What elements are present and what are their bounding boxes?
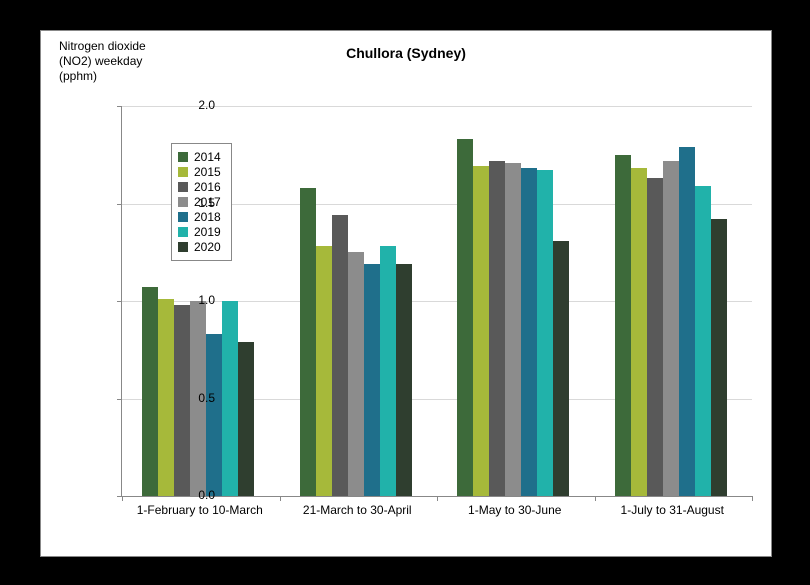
legend-item: 2016 — [178, 180, 221, 194]
y-axis-label: Nitrogen dioxide(NO2) weekday(pphm) — [59, 39, 146, 84]
y-axis-label-line: Nitrogen dioxide — [59, 39, 146, 54]
bar — [316, 246, 332, 496]
legend-item: 2015 — [178, 165, 221, 179]
bar — [615, 155, 631, 496]
legend-label: 2015 — [194, 165, 221, 179]
y-tick-label: 0.0 — [175, 488, 215, 502]
bar — [457, 139, 473, 496]
bar — [364, 264, 380, 496]
legend-item: 2018 — [178, 210, 221, 224]
legend-swatch — [178, 227, 188, 237]
chart-title: Chullora (Sydney) — [41, 45, 771, 61]
bar — [505, 163, 521, 496]
x-tick-label: 21-March to 30-April — [279, 503, 437, 517]
bar — [489, 161, 505, 496]
legend-item: 2019 — [178, 225, 221, 239]
bar — [222, 301, 238, 496]
legend-label: 2016 — [194, 180, 221, 194]
legend-label: 2014 — [194, 150, 221, 164]
x-tick-label: 1-May to 30-June — [436, 503, 594, 517]
y-tick-mark — [117, 399, 122, 400]
bar — [158, 299, 174, 496]
x-tick-label: 1-February to 10-March — [121, 503, 279, 517]
gridline — [122, 106, 752, 107]
legend-item: 2020 — [178, 240, 221, 254]
legend-swatch — [178, 167, 188, 177]
bar — [206, 334, 222, 496]
x-tick-mark — [752, 496, 753, 501]
legend-swatch — [178, 242, 188, 252]
y-tick-mark — [117, 106, 122, 107]
y-axis-label-line: (NO2) weekday — [59, 54, 146, 69]
bar — [142, 287, 158, 496]
bar — [537, 170, 553, 496]
y-tick-mark — [117, 204, 122, 205]
y-tick-label: 0.5 — [175, 391, 215, 405]
y-tick-mark — [117, 301, 122, 302]
bar — [553, 241, 569, 496]
x-tick-mark — [595, 496, 596, 501]
y-axis-label-line: (pphm) — [59, 69, 146, 84]
legend-swatch — [178, 212, 188, 222]
x-tick-mark — [280, 496, 281, 501]
legend-swatch — [178, 182, 188, 192]
x-tick-mark — [437, 496, 438, 501]
bar — [473, 166, 489, 496]
bar — [332, 215, 348, 496]
bar — [679, 147, 695, 496]
legend-label: 2020 — [194, 240, 221, 254]
y-tick-label: 1.5 — [175, 196, 215, 210]
chart-frame: Chullora (Sydney) Nitrogen dioxide(NO2) … — [0, 0, 810, 585]
legend-item: 2014 — [178, 150, 221, 164]
bar — [396, 264, 412, 496]
legend-label: 2019 — [194, 225, 221, 239]
chart-card: Chullora (Sydney) Nitrogen dioxide(NO2) … — [40, 30, 772, 557]
x-tick-mark — [122, 496, 123, 501]
bar — [348, 252, 364, 496]
legend-label: 2018 — [194, 210, 221, 224]
bar — [300, 188, 316, 496]
bar — [663, 161, 679, 496]
legend-swatch — [178, 152, 188, 162]
bar — [647, 178, 663, 496]
bar — [521, 168, 537, 496]
x-tick-label: 1-July to 31-August — [594, 503, 752, 517]
bar — [695, 186, 711, 496]
bar — [631, 168, 647, 496]
bar — [711, 219, 727, 496]
bar — [238, 342, 254, 496]
bar — [380, 246, 396, 496]
y-tick-label: 2.0 — [175, 98, 215, 112]
y-tick-label: 1.0 — [175, 293, 215, 307]
